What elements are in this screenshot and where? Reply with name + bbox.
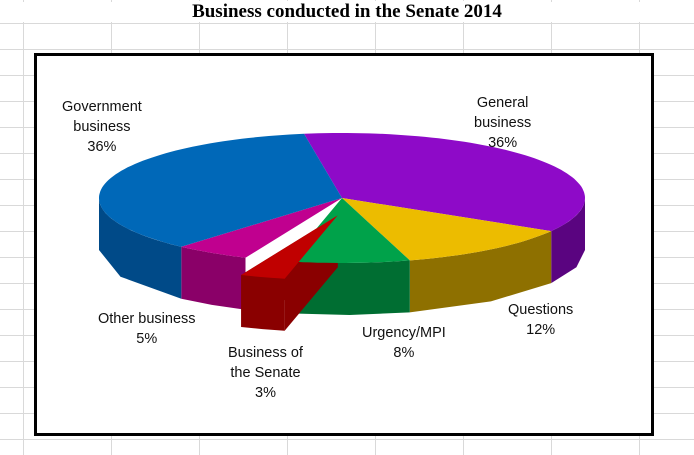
pie-slice-questions[interactable] [342, 198, 552, 261]
label-name: Questions [508, 302, 574, 318]
label-percent: 8% [393, 345, 415, 361]
data-label-general: General business 36% [474, 93, 531, 153]
label-name: Other business [98, 311, 196, 327]
label-name: Business of [228, 345, 303, 361]
label-name: General [476, 95, 529, 111]
label-percent: 5% [136, 331, 158, 347]
pie-slice-general-business[interactable] [304, 133, 585, 232]
data-label-government: Government business 36% [62, 97, 142, 157]
pie-slice-business-of-the-senate[interactable] [241, 215, 338, 279]
data-label-urgency: Urgency/MPI 8% [362, 323, 446, 363]
label-name: business [474, 115, 532, 131]
pie-slice-urgency-mpi[interactable] [289, 198, 410, 263]
label-percent: 36% [87, 139, 117, 155]
label-name: the Senate [230, 365, 301, 381]
label-percent: 12% [526, 322, 556, 338]
data-label-questions: Questions 12% [508, 300, 573, 340]
label-percent: 36% [488, 135, 518, 151]
data-label-other: Other business 5% [98, 309, 196, 349]
pie-side-other-business[interactable] [181, 246, 246, 310]
pie-side-general-business[interactable] [551, 198, 585, 284]
pie-side-questions[interactable] [409, 231, 552, 313]
data-label-business-of-senate: Business of the Senate 3% [228, 343, 303, 403]
pie-slice-government-business[interactable] [99, 133, 342, 247]
label-name: business [73, 119, 131, 135]
label-name: Urgency/MPI [362, 325, 446, 341]
pie-side-government-business[interactable] [99, 198, 182, 299]
label-name: Government [62, 99, 142, 115]
pie-slice-other-business[interactable] [181, 198, 342, 258]
label-percent: 3% [255, 385, 276, 401]
chart-title: Business conducted in the Senate 2014 [0, 1, 694, 22]
